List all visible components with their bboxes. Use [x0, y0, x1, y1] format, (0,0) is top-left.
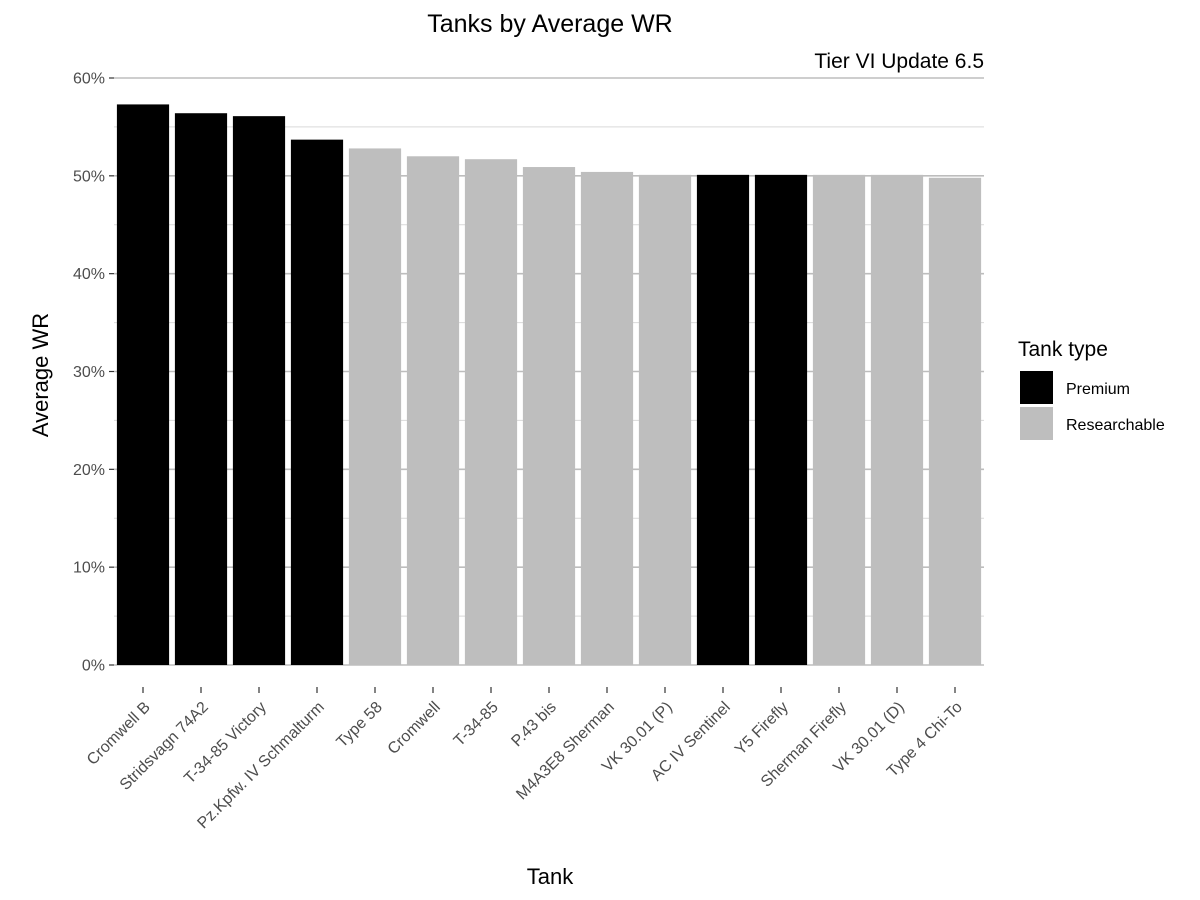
x-tick-label: Y5 Firefly [732, 699, 792, 759]
x-tick-label: M4A3E8 Sherman [513, 699, 617, 803]
x-tick-label: T-34-85 [451, 699, 502, 750]
chart-title: Tanks by Average WR [427, 10, 672, 38]
legend-label-premium: Premium [1066, 381, 1130, 398]
y-tick-label: 40% [73, 266, 105, 283]
y-tick-label: 10% [73, 560, 105, 577]
bar [812, 174, 866, 666]
legend-label-researchable: Researchable [1066, 417, 1165, 434]
bar [464, 159, 518, 665]
bar [232, 116, 286, 665]
x-axis-title: Tank [527, 864, 574, 889]
bars [116, 104, 982, 666]
bar [870, 174, 924, 666]
bar [174, 113, 228, 666]
bar [754, 174, 808, 666]
bar [116, 104, 170, 666]
legend: Tank type Premium Researchable [1018, 338, 1165, 440]
legend-title: Tank type [1018, 338, 1108, 361]
legend-swatch-researchable [1020, 407, 1053, 440]
bar [348, 148, 402, 665]
y-tick-label: 30% [73, 364, 105, 381]
y-axis-title: Average WR [28, 313, 53, 437]
bar [638, 174, 692, 666]
bar [580, 171, 634, 666]
x-tick-label: Cromwell [385, 699, 444, 758]
y-tick-label: 0% [82, 658, 105, 675]
bar [522, 167, 576, 666]
x-tick-label: Type 58 [334, 699, 386, 751]
bar [290, 139, 344, 665]
y-tick-label: 50% [73, 168, 105, 185]
y-tick-label: 20% [73, 462, 105, 479]
bar [406, 156, 460, 665]
bar [928, 177, 982, 666]
bar [696, 174, 750, 666]
legend-swatch-premium [1020, 371, 1053, 404]
chart-subtitle: Tier VI Update 6.5 [814, 50, 984, 73]
y-axis-ticks: 0% 10% 20% 30% 40% 50% 60% [73, 71, 114, 675]
y-tick-label: 60% [73, 71, 105, 88]
x-tick-label: P.43 bis [508, 699, 559, 750]
